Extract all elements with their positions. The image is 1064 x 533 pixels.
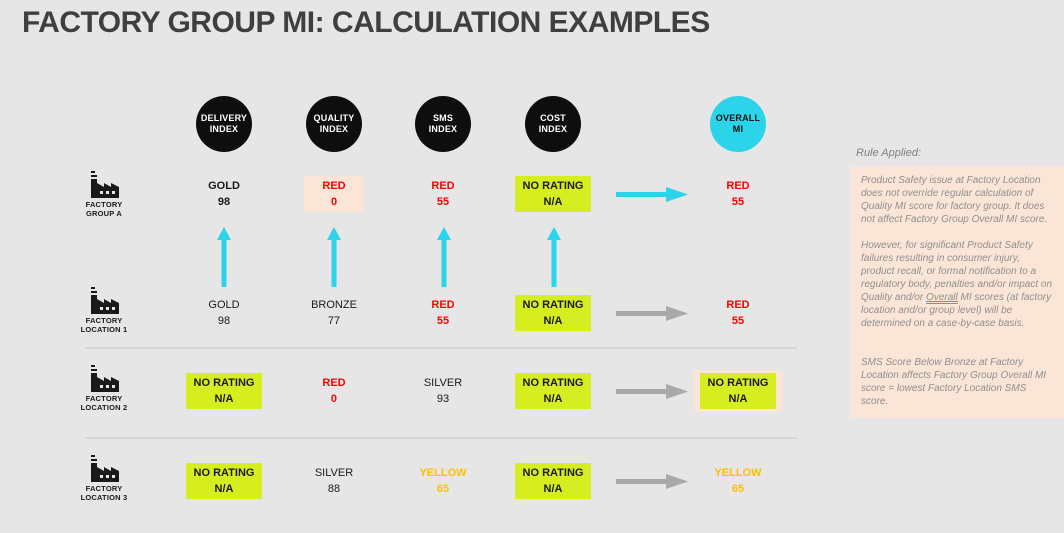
rating-value: NO RATING N/A [514, 463, 592, 499]
rating-value: BRONZE 77 [311, 299, 357, 327]
rating-value: NO RATING N/A [185, 373, 263, 409]
row-header-factory-location-3: FACTORY LOCATION 3 [62, 454, 146, 502]
cell-group-a-quality: RED 0 [289, 173, 379, 215]
column-header-label: DELIVERY INDEX [200, 113, 248, 134]
overall-underlined-word: Overall [926, 292, 958, 303]
rule-paragraph-2: However, for significant Product Safety … [861, 239, 1054, 330]
column-header-overall-mi: OVERALL MI [710, 96, 766, 152]
row-header-label: FACTORY LOCATION 2 [80, 394, 128, 412]
cell-location-2-cost: NO RATING N/A [508, 370, 598, 412]
rule-paragraph-1: Product Safety issue at Factory Location… [861, 175, 1048, 225]
rating-value: RED 55 [431, 299, 455, 327]
rule-applied-panel: Product Safety issue at Factory Location… [851, 166, 1064, 418]
rating-value: NO RATING N/A [185, 463, 263, 499]
cell-location-1-delivery: GOLD 98 [179, 292, 269, 334]
row-header-label: FACTORY LOCATION 1 [80, 316, 128, 334]
rating-value: NO RATING N/A [514, 295, 592, 331]
up-arrow-icon [437, 227, 451, 287]
cell-group-a-delivery: GOLD 98 [179, 173, 269, 215]
cell-location-1-sms: RED 55 [398, 292, 488, 334]
rating-value: RED 0 [304, 176, 364, 212]
factory-icon [88, 170, 120, 198]
factory-icon [88, 454, 120, 482]
row-header-label: FACTORY GROUP A [85, 200, 123, 218]
up-arrow-icon [327, 227, 341, 287]
rule-applied-heading: Rule Applied: [856, 147, 922, 159]
row-header-label: FACTORY LOCATION 3 [80, 484, 128, 502]
column-header-label: QUALITY INDEX [313, 113, 355, 134]
rule-paragraph-3: SMS Score Below Bronze at Factory Locati… [861, 357, 1047, 407]
column-header-cost-index: COST INDEX [525, 96, 581, 152]
rating-value: NO RATING N/A [699, 373, 777, 409]
row-header-factory-location-2: FACTORY LOCATION 2 [62, 364, 146, 412]
cell-location-2-delivery: NO RATING N/A [179, 370, 269, 412]
rating-value: RED 55 [431, 180, 455, 208]
right-arrow-icon [616, 305, 688, 322]
cell-location-3-sms: YELLOW 65 [398, 460, 488, 502]
column-header-sms-index: SMS INDEX [415, 96, 471, 152]
rating-value: YELLOW 65 [714, 467, 762, 495]
row-divider [85, 347, 797, 349]
page-title: FACTORY GROUP MI: CALCULATION EXAMPLES [22, 6, 710, 39]
cell-location-2-overall: NO RATING N/A [693, 370, 783, 412]
column-header-delivery-index: DELIVERY INDEX [196, 96, 252, 152]
rating-value: GOLD 98 [208, 299, 240, 327]
cell-location-3-overall: YELLOW 65 [693, 460, 783, 502]
column-header-label: OVERALL MI [715, 113, 761, 134]
rating-value: NO RATING N/A [514, 373, 592, 409]
rule-paragraph-2-text: MI scores (at factory location and/or gr… [861, 292, 1052, 329]
column-header-label: SMS INDEX [428, 113, 458, 134]
row-header-factory-group-a: FACTORY GROUP A [62, 170, 146, 218]
rule-paragraph-2-text: However, for significant Product Safety … [861, 240, 1053, 303]
rating-value: SILVER 88 [314, 467, 354, 495]
rating-value: RED 0 [322, 377, 346, 405]
cell-group-a-overall: RED 55 [693, 173, 783, 215]
up-arrow-icon [217, 227, 231, 287]
rating-value: SILVER 93 [423, 377, 463, 405]
rating-value: RED 55 [726, 180, 750, 208]
cell-location-3-cost: NO RATING N/A [508, 460, 598, 502]
right-arrow-icon [616, 383, 688, 400]
right-arrow-icon [616, 186, 688, 203]
column-header-quality-index: QUALITY INDEX [306, 96, 362, 152]
rating-value: NO RATING N/A [514, 176, 592, 212]
row-divider [85, 437, 797, 439]
column-header-label: COST INDEX [538, 113, 568, 134]
factory-icon [88, 364, 120, 392]
rating-value: YELLOW 65 [419, 467, 467, 495]
rating-value: RED 55 [726, 299, 750, 327]
cell-location-1-overall: RED 55 [693, 292, 783, 334]
factory-icon [88, 286, 120, 314]
row-header-factory-location-1: FACTORY LOCATION 1 [62, 286, 146, 334]
rating-value: GOLD 98 [208, 180, 240, 208]
cell-location-1-cost: NO RATING N/A [508, 292, 598, 334]
cell-location-1-quality: BRONZE 77 [289, 292, 379, 334]
cell-location-3-quality: SILVER 88 [289, 460, 379, 502]
cell-location-2-sms: SILVER 93 [398, 370, 488, 412]
cell-group-a-cost: NO RATING N/A [508, 173, 598, 215]
right-arrow-icon [616, 473, 688, 490]
cell-location-2-quality: RED 0 [289, 370, 379, 412]
up-arrow-icon [547, 227, 561, 287]
cell-location-3-delivery: NO RATING N/A [179, 460, 269, 502]
cell-group-a-sms: RED 55 [398, 173, 488, 215]
